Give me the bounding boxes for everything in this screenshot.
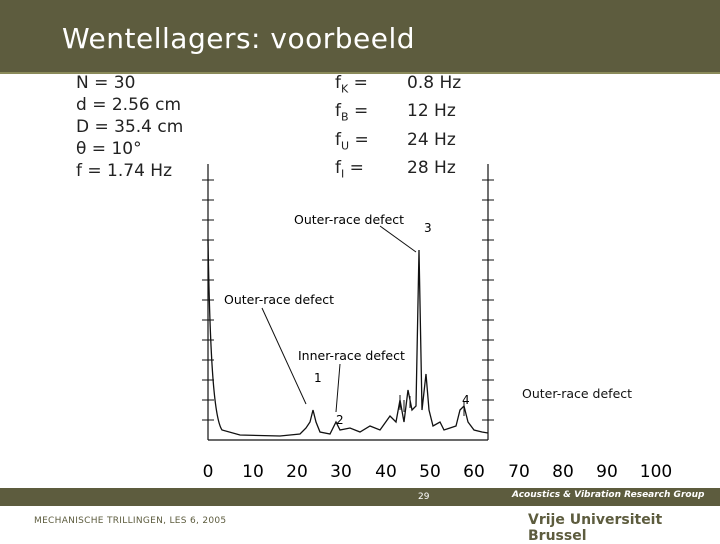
noise-marks: [399, 395, 465, 416]
footer-band: [0, 488, 720, 506]
page-number: 29: [418, 492, 430, 502]
x-tick-label: 80: [552, 462, 574, 482]
param-d: d = 2.56 cm: [76, 95, 182, 115]
freq-label: f: [335, 158, 341, 179]
param-n: N = 30: [76, 73, 136, 93]
freq-label: f: [335, 73, 341, 93]
freq-sub: U: [341, 139, 350, 153]
x-tick-label: 30: [330, 462, 352, 482]
x-axis-labels: 0 10 20 30 40 50 60 70 80 90 100: [0, 462, 720, 486]
annotation-outer-race-4: Outer-race defect: [522, 386, 633, 401]
x-tick-label: 20: [286, 462, 308, 482]
freq-value: 12 Hz: [407, 101, 456, 122]
freq-value: 0.8 Hz: [407, 73, 462, 93]
header-divider: [0, 72, 720, 74]
freq-label: f: [335, 129, 341, 150]
lesson-label: MECHANISCHE TRILLINGEN, LES 6, 2005: [34, 516, 227, 526]
peak-label-2: 2: [336, 413, 344, 427]
freq-row: fU = 24 Hz: [335, 129, 461, 157]
freq-eq: =: [349, 129, 369, 150]
left-ticks: [202, 179, 214, 421]
leader-2: [335, 363, 341, 413]
annotation-inner-race: Inner-race defect: [298, 348, 405, 363]
peak-label-4: 4: [462, 393, 470, 407]
x-tick-label: 90: [596, 462, 618, 482]
freq-sub: K: [341, 82, 349, 96]
freq-value: 24 Hz: [407, 129, 456, 150]
spectrum-plot: Outer-race defect Outer-race defect Inne…: [202, 164, 494, 441]
freq-eq: =: [344, 158, 364, 179]
x-tick-label: 10: [242, 462, 264, 482]
x-tick-label: 100: [639, 462, 673, 482]
x-tick-label: 60: [463, 462, 485, 482]
param-f: f = 1.74 Hz: [76, 161, 172, 181]
freq-sub: B: [341, 110, 349, 124]
leader-1: [261, 307, 307, 405]
bearing-parameters: N = 30 d = 2.56 cm D = 35.4 cm θ = 10° f…: [76, 72, 183, 182]
slide-title: Wentellagers: voorbeeld: [62, 22, 415, 55]
freq-row: fB = 12 Hz: [335, 100, 461, 128]
param-D: D = 35.4 cm: [76, 117, 184, 137]
peak-label-3: 3: [424, 221, 432, 235]
freq-row: fK = 0.8 Hz: [335, 72, 461, 100]
university-name: Vrije Universiteit Brussel: [528, 512, 663, 544]
freq-label: f: [335, 101, 341, 122]
right-ticks: [482, 179, 494, 421]
peak-label-1: 1: [314, 371, 322, 385]
x-tick-label: 0: [202, 462, 214, 482]
x-tick-label: 40: [375, 462, 397, 482]
header-bar: [0, 0, 720, 74]
freq-eq: =: [348, 101, 369, 122]
spectrum-trace: [207, 239, 489, 437]
x-tick-label: 50: [419, 462, 441, 482]
leader-3: [379, 225, 417, 253]
defect-frequencies: fK = 0.8 Hz fB = 12 Hz fU = 24 Hz fI = 2…: [335, 72, 461, 186]
annotation-outer-race-3: Outer-race defect: [294, 212, 404, 227]
freq-row: fI = 28 Hz: [335, 157, 461, 185]
research-group: Acoustics & Vibration Research Group: [512, 490, 705, 500]
annotation-outer-race-1: Outer-race defect: [224, 292, 334, 307]
param-theta: θ = 10°: [76, 139, 142, 159]
freq-eq: =: [348, 73, 368, 93]
freq-value: 28 Hz: [407, 158, 456, 179]
x-tick-label: 70: [508, 462, 530, 482]
freq-sub: I: [341, 167, 345, 181]
